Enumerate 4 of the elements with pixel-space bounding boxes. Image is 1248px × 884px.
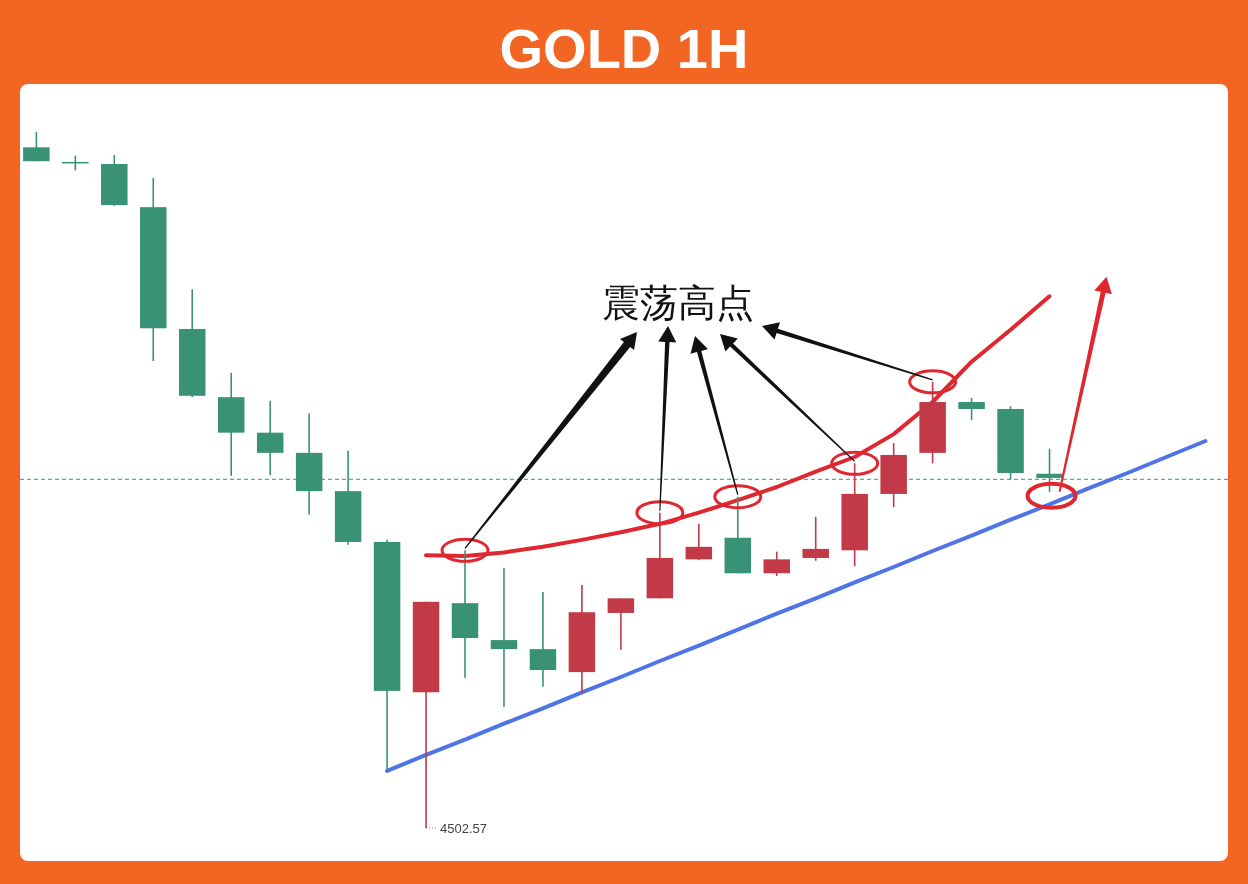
chart-title: GOLD 1H <box>499 17 749 80</box>
annotation: 震荡高点 <box>602 282 754 324</box>
candlestick <box>490 566 518 708</box>
annotation: 4502.57 <box>440 821 488 836</box>
